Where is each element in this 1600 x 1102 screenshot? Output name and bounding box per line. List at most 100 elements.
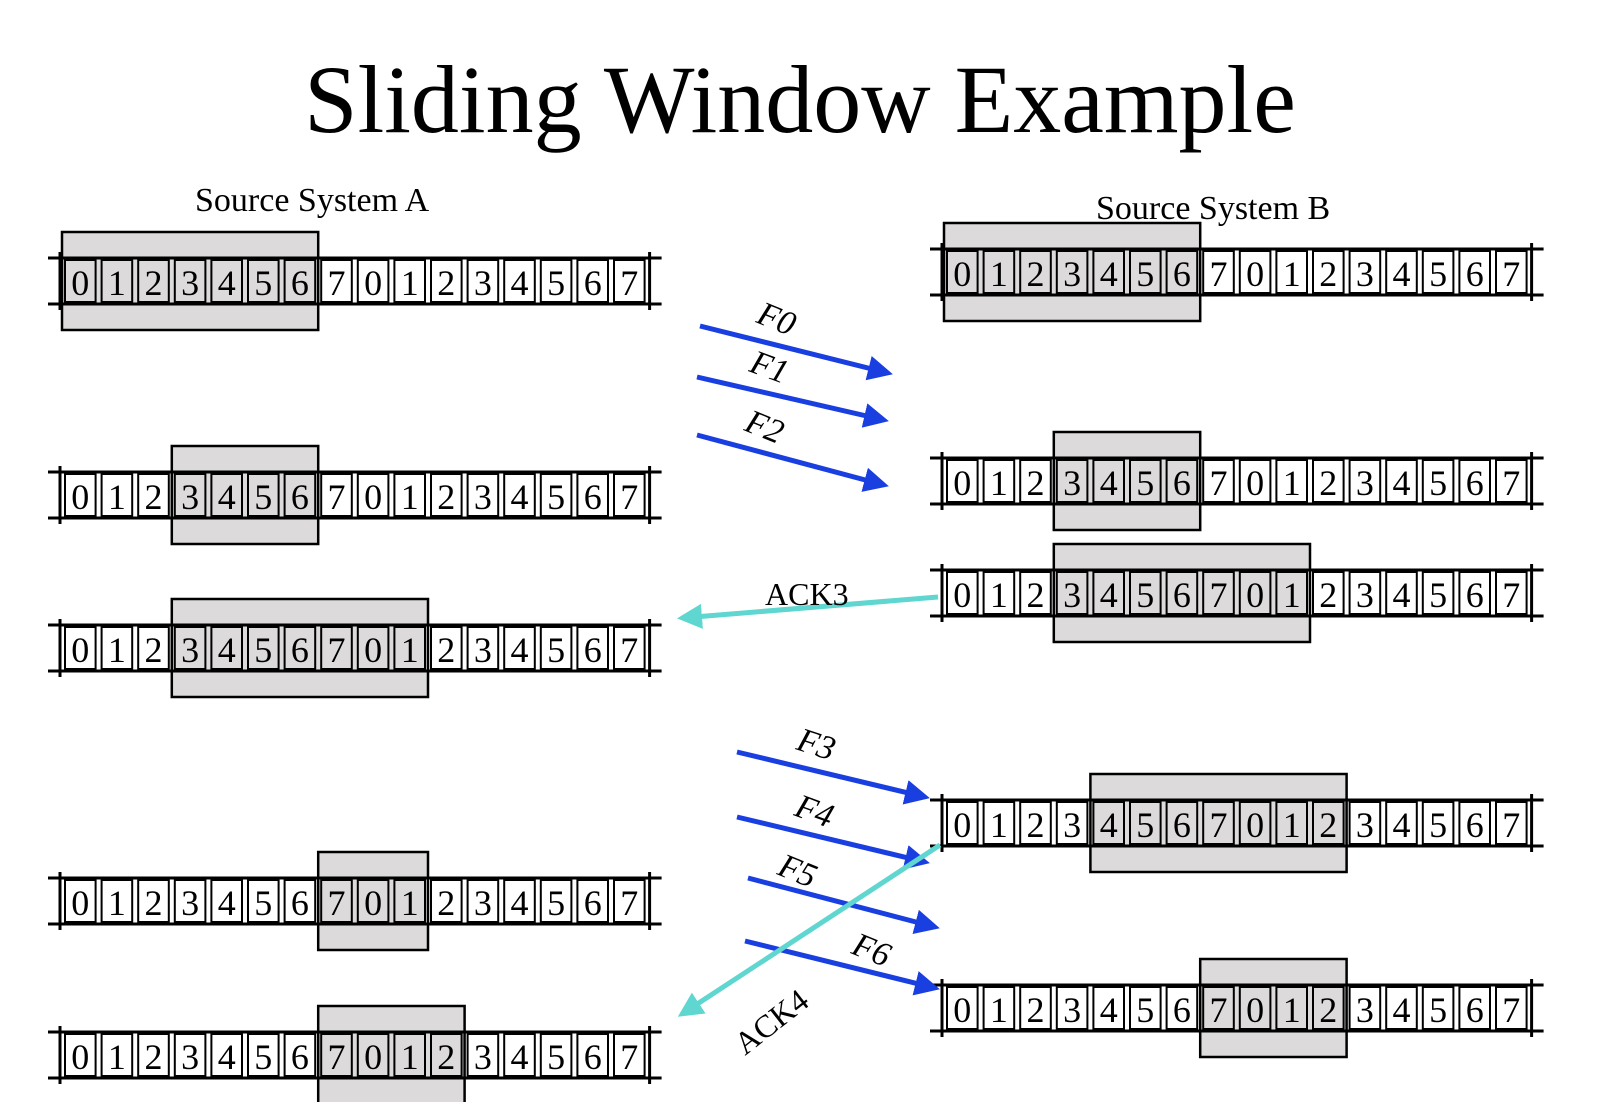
sequence-number: 3: [181, 883, 199, 923]
sequence-cell: [1202, 459, 1235, 503]
sequence-number: 7: [620, 477, 638, 517]
sequence-number: 6: [1173, 575, 1191, 615]
sequence-cell: [1275, 801, 1309, 845]
ack-arrow: [677, 594, 939, 629]
sequence-cell: [356, 259, 390, 303]
sequence-number: 3: [474, 477, 492, 517]
frame-arrow: [744, 938, 940, 996]
sequence-number: 0: [953, 463, 971, 503]
sequence-number: 2: [1027, 254, 1045, 294]
sequence-number: 3: [1063, 805, 1081, 845]
sequence-cell: [539, 473, 573, 517]
sequence-cell: [1165, 801, 1199, 845]
sequence-cell: [100, 879, 134, 923]
sequence-cell: [1458, 801, 1492, 845]
sequence-cell: [576, 879, 610, 923]
sequence-cell: [430, 626, 463, 670]
sequence-number: 1: [1283, 575, 1301, 615]
sequence-cell: [503, 1033, 536, 1077]
sequence-number: 3: [474, 263, 492, 303]
sequence-cell: [430, 1033, 463, 1077]
sequence-number: 6: [584, 477, 602, 517]
sequence-number: 6: [1173, 463, 1191, 503]
sequence-cell: [210, 626, 243, 670]
sequence-cell: [210, 879, 243, 923]
sequence-number: 1: [990, 254, 1008, 294]
sequence-cell: [393, 473, 426, 517]
sequence-cell: [320, 473, 353, 517]
frame-arrow: [747, 875, 940, 935]
sequence-cell: [1129, 801, 1162, 845]
sequence-number: 3: [1063, 463, 1081, 503]
sequence-cell: [1312, 250, 1345, 294]
sequence-number: 4: [1100, 463, 1118, 503]
sequence-number: 4: [218, 477, 236, 517]
sequence-cell: [1019, 459, 1052, 503]
sequence-number: 1: [401, 1037, 419, 1077]
sequence-number: 1: [1283, 805, 1301, 845]
sequence-number: 6: [291, 630, 309, 670]
sequence-number: 0: [1246, 990, 1264, 1030]
sequence-number: 2: [1027, 463, 1045, 503]
sequence-number: 1: [108, 263, 126, 303]
sequence-number: 2: [145, 477, 163, 517]
sequence-cell: [1275, 986, 1309, 1030]
sequence-number: 6: [291, 883, 309, 923]
sequence-number: 5: [1136, 805, 1154, 845]
sequence-number: 0: [1246, 805, 1264, 845]
sequence-number: 6: [291, 477, 309, 517]
sequence-cell: [100, 473, 134, 517]
sequence-cell: [393, 1033, 426, 1077]
sequence-number: 2: [1319, 254, 1337, 294]
frame-arrow: [736, 814, 930, 870]
frame-arrow: [736, 749, 930, 805]
sequence-cell: [1092, 801, 1126, 845]
sequence-number: 6: [584, 1037, 602, 1077]
sequence-number: 5: [1136, 463, 1154, 503]
sequence-cell: [1055, 571, 1089, 615]
sequence-cell: [466, 473, 500, 517]
sequence-number: 0: [953, 805, 971, 845]
sequence-number: 4: [1100, 575, 1118, 615]
sequence-number: 6: [584, 883, 602, 923]
sequence-cell: [247, 626, 280, 670]
sequence-number: 4: [218, 883, 236, 923]
sequence-cell: [1275, 250, 1309, 294]
sequence-number: 7: [1210, 805, 1228, 845]
sequence-number: 0: [1246, 575, 1264, 615]
sequence-number: 6: [584, 263, 602, 303]
sequence-cell: [283, 1033, 317, 1077]
sequence-cell: [1275, 571, 1309, 615]
sequence-number: 5: [1429, 463, 1447, 503]
sequence-number: 3: [1063, 990, 1081, 1030]
sequence-cell: [247, 879, 280, 923]
sequence-cell: [1019, 571, 1052, 615]
sequence-cell: [1165, 459, 1199, 503]
frame-label: F4: [789, 787, 838, 835]
sequence-number: 1: [401, 630, 419, 670]
frame-arrow: [696, 374, 889, 428]
sequence-cell: [430, 879, 463, 923]
sequence-number: 2: [145, 883, 163, 923]
sequence-number: 4: [511, 477, 529, 517]
sequence-cell: [946, 459, 979, 503]
sequence-cell: [466, 879, 500, 923]
sequence-cell: [1385, 986, 1418, 1030]
sequence-number: 0: [364, 630, 382, 670]
sequence-number: 2: [1319, 463, 1337, 503]
sequence-cell: [1458, 250, 1492, 294]
sequence-cell: [283, 879, 317, 923]
sequence-number: 4: [1393, 254, 1411, 294]
sequence-cell: [503, 259, 536, 303]
sequence-number: 1: [990, 575, 1008, 615]
sequence-number: 0: [1246, 254, 1264, 294]
sequence-cell: [1458, 986, 1492, 1030]
sequence-cell: [1495, 801, 1528, 845]
sequence-cell: [1202, 571, 1235, 615]
sequence-number: 4: [1393, 575, 1411, 615]
sequence-number: 3: [1356, 805, 1374, 845]
sequence-number: 0: [364, 477, 382, 517]
